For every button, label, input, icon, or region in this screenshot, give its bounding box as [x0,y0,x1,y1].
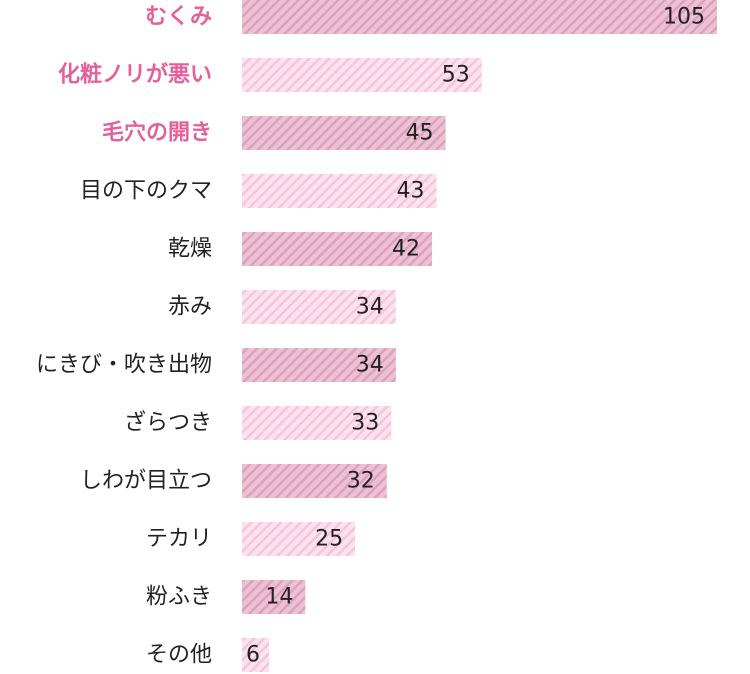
category-label: ざらつき [124,410,212,436]
bar [242,58,482,92]
category-label: 赤み [168,295,212,320]
value-label: 25 [315,527,343,552]
category-labels-group: むくみ化粧ノリが悪い毛穴の開き目の下のクマ乾燥赤みにきび・吹き出物ざらつきしわが… [36,5,212,668]
bar [242,638,270,672]
category-label: 目の下のクマ [80,179,212,204]
bar [242,174,437,208]
category-label: にきび・吹き出物 [36,353,212,378]
value-label: 34 [356,353,384,378]
category-label: 毛穴の開き [102,120,212,146]
category-label: しわが目立つ [80,469,212,494]
bar [242,0,717,34]
bar [242,522,356,556]
value-label: 34 [356,295,384,320]
bar [242,348,396,382]
bar [242,580,306,614]
category-label: 粉ふき [146,585,212,610]
category-label: むくみ [145,5,212,30]
category-label: その他 [146,643,212,668]
value-label: 14 [265,585,293,610]
value-label: 6 [246,643,260,668]
bar [242,464,387,498]
category-label: 化粧ノリが悪い [58,62,212,88]
bar [242,290,396,324]
value-label: 33 [351,411,379,436]
value-label: 42 [392,237,420,262]
bar [242,406,392,440]
value-labels-group: 105 53 45 43 42 34 34 33 32 25 14 6 [246,5,705,668]
value-label: 43 [397,179,425,204]
bar [242,232,432,266]
category-label: 乾燥 [168,237,212,262]
value-label: 45 [406,121,434,146]
value-label: 105 [663,5,705,30]
category-label: テカリ [146,527,212,552]
bar [242,116,446,150]
value-label: 32 [347,469,375,494]
value-label: 53 [442,63,470,88]
bars-group [242,0,717,672]
